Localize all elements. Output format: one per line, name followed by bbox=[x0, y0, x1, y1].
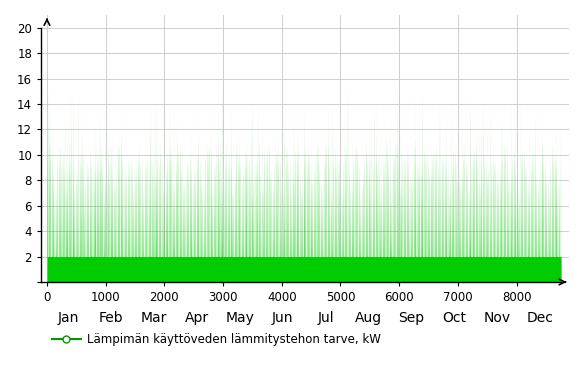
Legend: Lämpimän käyttöveden lämmitystehon tarve, kW: Lämpimän käyttöveden lämmitystehon tarve… bbox=[47, 328, 386, 351]
